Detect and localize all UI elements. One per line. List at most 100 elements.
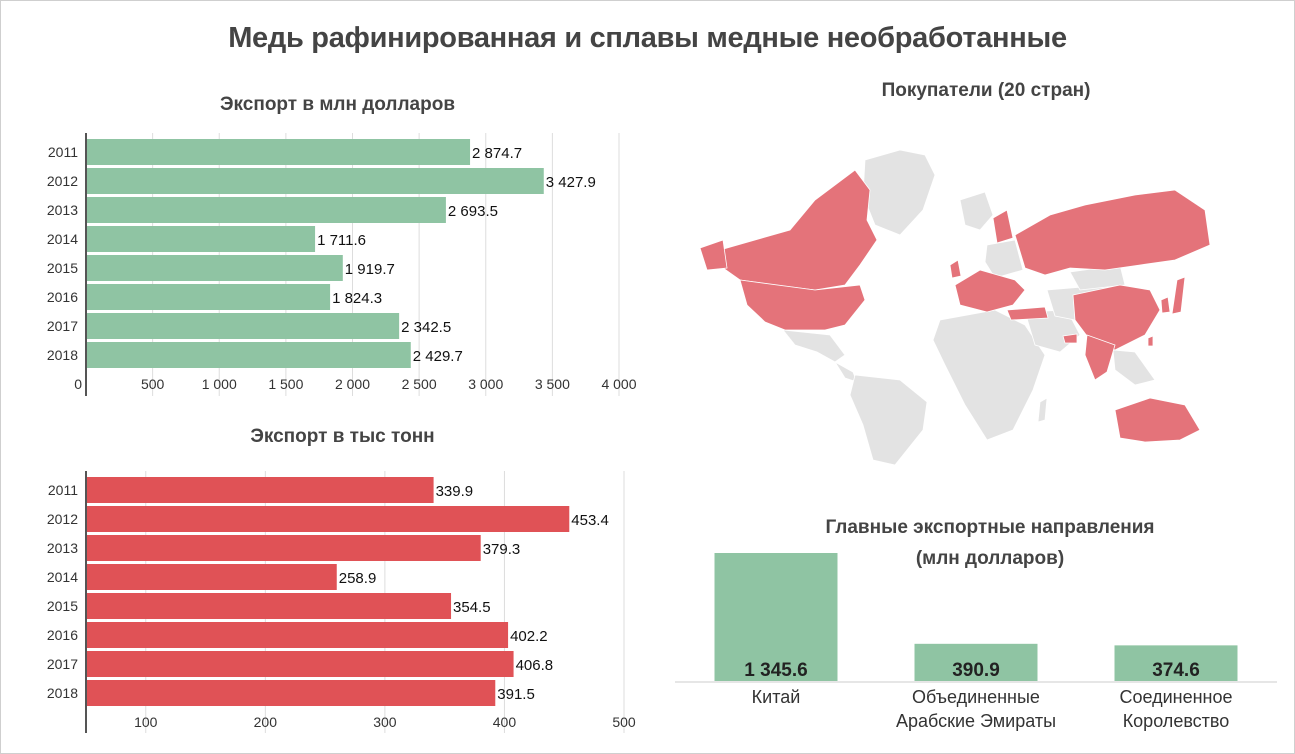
map-europe [954,269,1026,313]
map-canada [719,169,878,291]
destination-bar [714,553,838,681]
category-label: Объединенные [912,687,1040,707]
category-label: 2017 [47,318,78,334]
data-label: 258.9 [339,570,377,587]
bar-2011 [87,139,471,165]
map-eastern-europe [984,239,1024,279]
tick-label: 100 [134,714,158,730]
bar-2015 [87,593,452,619]
map-south-america [849,374,928,466]
map-africa [932,309,1046,441]
tick-label: 400 [493,714,517,730]
data-label: 402.2 [510,628,548,645]
map-greenland [862,149,936,236]
data-label: 391.5 [497,686,535,703]
data-label: 406.8 [516,657,554,674]
data-label: 390.9 [952,660,1000,681]
data-label: 1 919.7 [345,261,395,278]
data-label: 339.9 [436,483,474,500]
bar-2013 [87,535,481,561]
map-usa [739,279,866,331]
map-uae [1062,333,1078,344]
bar-2014 [87,226,316,252]
category-label: 2014 [47,569,78,585]
map-alaska [699,239,728,271]
data-label: 2 693.5 [448,203,498,220]
map-finland [992,209,1014,244]
bar-2018 [87,342,411,368]
category-label: Китай [752,687,801,707]
map-uk [949,259,962,279]
data-label: 2 342.5 [401,319,451,336]
map-taiwan [1147,335,1154,347]
bar-2016 [87,622,509,648]
bar-2017 [87,651,514,677]
map-russia [1014,189,1211,276]
category-label: 2016 [47,289,78,305]
tick-label: 3 000 [468,376,503,392]
map-scandinavia-base [959,191,994,231]
bar-2013 [87,197,446,223]
category-label: 2016 [47,627,78,643]
usd-export-chart: 2011 2 874.7 2012 3 427.9 2013 2 693.5 2014 1 7… [47,133,637,396]
category-label: Арабские Эмираты [896,711,1056,731]
data-label: 379.3 [483,541,521,558]
map-india [1084,334,1116,381]
tick-label: 4 000 [601,376,636,392]
bar-2018 [87,680,496,706]
bar-2012 [87,506,570,532]
map-turkey [1006,306,1049,321]
map-title: Покупатели (20 стран) [881,80,1091,101]
category-label: 2012 [47,173,78,189]
destination-bar [1114,645,1238,681]
category-label: 2011 [48,144,78,160]
category-label: Соединенное [1119,687,1232,707]
page-title: Медь рафинированная и сплавы медные необ… [228,22,1067,54]
tick-label: 2 000 [335,376,370,392]
destination-bar [914,643,1038,681]
data-label: 1 345.6 [744,660,807,681]
category-label: 2018 [47,347,78,363]
usd-chart-title: Экспорт в млн долларов [220,94,455,115]
data-label: 453.4 [571,512,609,529]
category-label: 2011 [48,482,78,498]
category-label: 2017 [47,656,78,672]
bar-2011 [87,477,434,503]
bar-2016 [87,284,331,310]
tonnes-chart-title: Экспорт в тыс тонн [250,426,435,447]
data-label: 3 427.9 [546,174,596,191]
category-label: 2015 [47,598,78,614]
world-map [695,140,1215,470]
tick-label: 1 000 [202,376,237,392]
category-label: Королевство [1123,711,1230,731]
map-japan [1171,276,1186,315]
category-label: 2018 [47,685,78,701]
data-label: 374.6 [1152,660,1200,681]
map-southeast-asia [1112,349,1156,386]
data-label: 1 824.3 [332,290,382,307]
category-label: 2013 [47,540,78,556]
data-label: 2 429.7 [413,348,463,365]
tick-label: 300 [373,714,397,730]
map-korea [1160,296,1171,314]
tick-label: 0 [74,376,82,392]
tonnes-export-chart: 2011 339.9 2012 453.4 2013 379.3 2014 258.9 2015… [47,471,636,733]
bar-2017 [87,313,400,339]
map-mexico [782,329,846,363]
category-label: 2012 [47,511,78,527]
data-label: 1 711.6 [317,232,366,249]
bar-2012 [87,168,544,194]
bar-2015 [87,255,343,281]
data-label: 2 874.7 [472,145,522,162]
category-label: 2015 [47,260,78,276]
map-australia [1114,397,1201,443]
tick-label: 500 [141,376,165,392]
map-madagascar [1037,397,1048,423]
destinations-chart-title: Главные экспортные направления (млн долл… [690,512,1290,574]
category-label: 2014 [47,231,78,247]
category-label: 2013 [47,202,78,218]
map-china [1072,284,1161,351]
tick-label: 1 500 [268,376,303,392]
tick-label: 500 [612,714,636,730]
tick-label: 2 500 [402,376,437,392]
